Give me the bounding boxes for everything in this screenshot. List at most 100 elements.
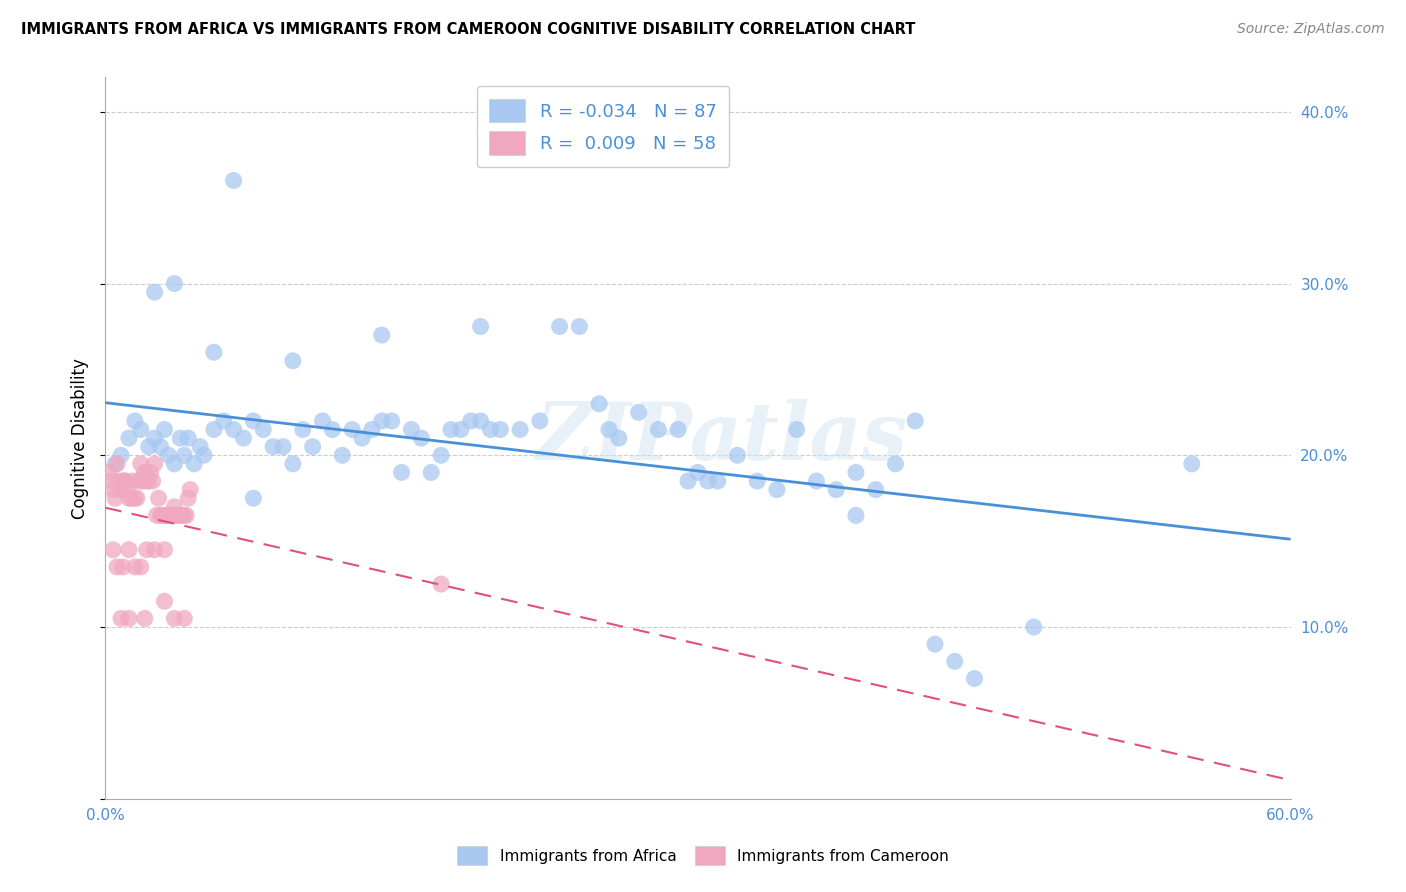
Legend: Immigrants from Africa, Immigrants from Cameroon: Immigrants from Africa, Immigrants from … <box>451 840 955 871</box>
Point <box>845 466 868 480</box>
Point <box>118 542 141 557</box>
Point <box>153 423 176 437</box>
Point <box>529 414 551 428</box>
Point <box>179 483 201 497</box>
Point <box>598 423 620 437</box>
Point <box>98 466 121 480</box>
Point <box>489 423 512 437</box>
Point <box>110 483 132 497</box>
Point <box>118 491 141 506</box>
Point <box>167 508 190 523</box>
Point <box>169 508 191 523</box>
Point <box>188 440 211 454</box>
Point <box>607 431 630 445</box>
Point <box>460 414 482 428</box>
Point <box>202 423 225 437</box>
Point <box>963 672 986 686</box>
Point <box>108 474 131 488</box>
Point <box>470 414 492 428</box>
Point <box>177 491 200 506</box>
Point <box>865 483 887 497</box>
Point <box>450 423 472 437</box>
Point <box>173 611 195 625</box>
Point <box>163 277 186 291</box>
Point <box>1181 457 1204 471</box>
Point <box>157 508 180 523</box>
Point <box>361 423 384 437</box>
Point <box>100 474 122 488</box>
Point <box>252 423 274 437</box>
Point <box>165 508 187 523</box>
Point <box>686 466 709 480</box>
Point <box>128 474 150 488</box>
Point <box>430 448 453 462</box>
Point <box>169 431 191 445</box>
Point <box>401 423 423 437</box>
Point <box>884 457 907 471</box>
Point <box>138 440 160 454</box>
Point <box>120 491 142 506</box>
Point <box>696 474 718 488</box>
Point <box>381 414 404 428</box>
Point <box>568 319 591 334</box>
Point <box>110 448 132 462</box>
Point <box>411 431 433 445</box>
Point <box>138 474 160 488</box>
Point <box>430 577 453 591</box>
Point <box>149 508 172 523</box>
Point <box>281 457 304 471</box>
Point <box>163 611 186 625</box>
Point <box>135 474 157 488</box>
Point <box>148 491 170 506</box>
Point <box>1022 620 1045 634</box>
Point <box>340 423 363 437</box>
Point <box>676 474 699 488</box>
Point <box>132 474 155 488</box>
Point <box>222 173 245 187</box>
Point <box>825 483 848 497</box>
Point <box>470 319 492 334</box>
Point <box>124 560 146 574</box>
Point <box>149 440 172 454</box>
Point <box>105 560 128 574</box>
Y-axis label: Cognitive Disability: Cognitive Disability <box>72 358 89 518</box>
Point <box>101 542 124 557</box>
Point <box>134 466 156 480</box>
Point <box>352 431 374 445</box>
Point <box>281 354 304 368</box>
Point <box>479 423 502 437</box>
Point <box>153 594 176 608</box>
Point <box>647 423 669 437</box>
Point <box>371 328 394 343</box>
Point <box>105 457 128 471</box>
Point <box>155 508 177 523</box>
Point <box>588 397 610 411</box>
Point <box>152 508 174 523</box>
Point <box>321 423 343 437</box>
Point <box>143 285 166 299</box>
Point <box>110 611 132 625</box>
Point <box>242 491 264 506</box>
Point <box>129 560 152 574</box>
Legend: R = -0.034   N = 87, R =  0.009   N = 58: R = -0.034 N = 87, R = 0.009 N = 58 <box>477 87 730 167</box>
Point <box>747 474 769 488</box>
Point <box>135 542 157 557</box>
Point <box>391 466 413 480</box>
Point <box>163 500 186 514</box>
Point <box>129 457 152 471</box>
Point <box>311 414 333 428</box>
Point <box>111 474 134 488</box>
Point <box>153 542 176 557</box>
Point <box>111 560 134 574</box>
Text: IMMIGRANTS FROM AFRICA VS IMMIGRANTS FROM CAMEROON COGNITIVE DISABILITY CORRELAT: IMMIGRANTS FROM AFRICA VS IMMIGRANTS FRO… <box>21 22 915 37</box>
Point <box>222 423 245 437</box>
Point <box>115 483 138 497</box>
Point <box>173 508 195 523</box>
Point <box>134 611 156 625</box>
Point <box>845 508 868 523</box>
Point <box>242 414 264 428</box>
Point <box>183 457 205 471</box>
Point <box>924 637 946 651</box>
Point <box>122 474 145 488</box>
Point <box>666 423 689 437</box>
